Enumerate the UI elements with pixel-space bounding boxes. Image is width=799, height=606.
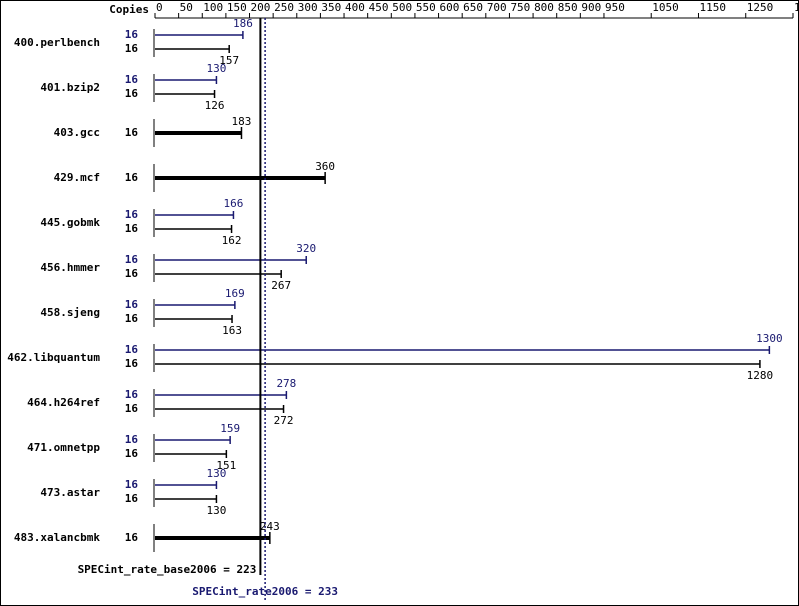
x-tick-label: 800: [534, 1, 554, 14]
copies: 16: [125, 28, 139, 41]
x-tick-label: 950: [605, 1, 625, 14]
value-label: 1280: [747, 369, 774, 382]
copies: 16: [125, 253, 139, 266]
reference-label: SPECint_rate2006 = 233: [192, 585, 338, 598]
copies: 16: [125, 126, 139, 139]
x-tick-label: 300: [298, 1, 318, 14]
x-tick-label: 150: [227, 1, 247, 14]
x-tick-label: 200: [251, 1, 271, 14]
copies: 16: [125, 312, 139, 325]
value-label: 130: [206, 504, 226, 517]
value-label: 163: [222, 324, 242, 337]
copies: 16: [125, 73, 139, 86]
copies-header: Copies: [109, 3, 149, 16]
value-label: 320: [296, 242, 316, 255]
value-label: 162: [222, 234, 242, 247]
copies: 16: [125, 42, 139, 55]
x-tick-label: 900: [581, 1, 601, 14]
value-label: 157: [219, 54, 239, 67]
copies: 16: [125, 531, 139, 544]
copies: 16: [125, 298, 139, 311]
benchmark-name: 429.mcf: [54, 171, 100, 184]
value-label: 272: [274, 414, 294, 427]
copies: 16: [125, 388, 139, 401]
reference-label: SPECint_rate_base2006 = 223: [78, 563, 257, 576]
value-label: 130: [206, 62, 226, 75]
x-tick-label: 850: [558, 1, 578, 14]
value-label: 126: [205, 99, 225, 112]
x-tick-label: 1350: [794, 1, 799, 14]
benchmark-name: 471.omnetpp: [27, 441, 100, 454]
benchmark-name: 473.astar: [40, 486, 100, 499]
benchmark-name: 483.xalancbmk: [14, 531, 100, 544]
x-tick-label: 550: [416, 1, 436, 14]
x-tick-label: 1250: [747, 1, 774, 14]
x-tick-label: 500: [392, 1, 412, 14]
copies: 16: [125, 357, 139, 370]
value-label: 267: [271, 279, 291, 292]
copies: 16: [125, 208, 139, 221]
benchmark-name: 456.hmmer: [40, 261, 100, 274]
benchmark-name: 403.gcc: [54, 126, 100, 139]
value-label: 159: [220, 422, 240, 435]
x-tick-label: 450: [369, 1, 389, 14]
x-tick-label: 100: [203, 1, 223, 14]
copies: 16: [125, 447, 139, 460]
x-tick-label: 50: [180, 1, 193, 14]
value-label: 278: [276, 377, 296, 390]
value-label: 166: [224, 197, 244, 210]
x-tick-label: 700: [487, 1, 507, 14]
x-tick-label: 600: [440, 1, 460, 14]
benchmark-name: 458.sjeng: [40, 306, 100, 319]
benchmark-name: 464.h264ref: [27, 396, 100, 409]
value-label: 169: [225, 287, 245, 300]
copies: 16: [125, 343, 139, 356]
value-label: 360: [315, 160, 335, 173]
value-label: 130: [206, 467, 226, 480]
x-tick-label: 1150: [699, 1, 726, 14]
copies: 16: [125, 492, 139, 505]
x-tick-label: 1050: [652, 1, 679, 14]
benchmark-name: 445.gobmk: [40, 216, 100, 229]
benchmark-name: 462.libquantum: [7, 351, 100, 364]
benchmark-name: 400.perlbench: [14, 36, 100, 49]
copies: 16: [125, 267, 139, 280]
benchmark-name: 401.bzip2: [40, 81, 100, 94]
x-tick-label: 250: [274, 1, 294, 14]
copies: 16: [125, 433, 139, 446]
copies: 16: [125, 87, 139, 100]
x-tick-label: 0: [156, 1, 163, 14]
x-tick-label: 400: [345, 1, 365, 14]
x-tick-label: 750: [510, 1, 530, 14]
value-label: 183: [232, 115, 252, 128]
value-label: 243: [260, 520, 280, 533]
copies: 16: [125, 478, 139, 491]
copies: 16: [125, 171, 139, 184]
x-tick-label: 350: [321, 1, 341, 14]
x-tick-label: 650: [463, 1, 483, 14]
value-label: 1300: [756, 332, 783, 345]
value-label: 186: [233, 17, 253, 30]
copies: 16: [125, 222, 139, 235]
copies: 16: [125, 402, 139, 415]
value-label: 151: [216, 459, 236, 472]
